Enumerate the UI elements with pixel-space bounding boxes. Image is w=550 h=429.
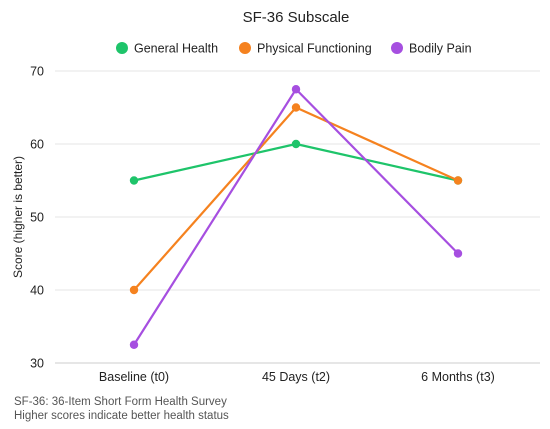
series-physical-functioning — [129, 103, 463, 295]
series-bodily-pain — [129, 85, 463, 349]
legend-item[interactable]: General Health — [116, 42, 218, 56]
y-tick-label: 60 — [30, 138, 44, 152]
y-tick-label: 30 — [30, 357, 44, 371]
legend-label: Physical Functioning — [257, 42, 372, 56]
series-line — [133, 142, 459, 182]
footnote-line-1: SF-36: 36-Item Short Form Health Survey — [14, 396, 227, 408]
series-layer — [129, 85, 463, 349]
x-axis: Baseline (t0) 45 Days (t2) 6 Months (t3) — [99, 370, 495, 384]
legend-marker — [116, 42, 128, 54]
data-point — [291, 139, 301, 149]
series-general-health — [129, 139, 463, 185]
legend-label: General Health — [134, 42, 218, 56]
y-tick-label: 50 — [30, 211, 44, 225]
legend: General Health Physical Functioning Bodily… — [116, 42, 472, 56]
data-point — [129, 176, 139, 185]
data-point — [129, 285, 139, 295]
data-point — [453, 176, 463, 185]
legend-marker — [239, 42, 251, 54]
x-tick-label: 45 Days (t2) — [262, 370, 330, 384]
series-line — [133, 106, 459, 291]
footnote-line-2: Higher scores indicate better health sta… — [14, 410, 229, 422]
legend-item[interactable]: Bodily Pain — [391, 42, 472, 56]
y-axis-title: Score (higher is better) — [11, 156, 25, 278]
data-point — [129, 340, 139, 349]
data-point — [291, 103, 301, 112]
legend-marker — [391, 42, 403, 54]
legend-item[interactable]: Physical Functioning — [239, 42, 372, 56]
legend-label: Bodily Pain — [409, 42, 472, 56]
grid — [55, 70, 540, 364]
y-axis: 30 40 50 60 70 — [30, 65, 44, 371]
x-tick-label: 6 Months (t3) — [421, 370, 495, 384]
data-point — [453, 249, 463, 258]
chart-title: SF-36 Subscale — [243, 9, 350, 26]
y-tick-label: 70 — [30, 65, 44, 79]
data-point — [291, 85, 301, 94]
x-tick-label: Baseline (t0) — [99, 370, 169, 384]
y-tick-label: 40 — [30, 284, 44, 298]
